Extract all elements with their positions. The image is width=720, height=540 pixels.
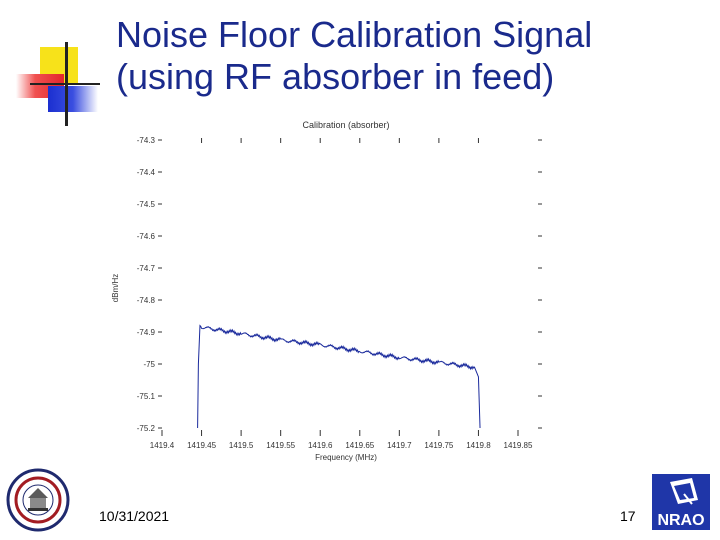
y-tick-label-2: -74.5 bbox=[137, 200, 156, 209]
y-tick-label-6: -74.9 bbox=[137, 328, 156, 337]
x-tick-label-0: 1419.4 bbox=[150, 441, 175, 450]
x-tick-label-3: 1419.55 bbox=[266, 441, 295, 450]
university-seal-icon bbox=[6, 468, 70, 532]
x-tick-label-6: 1419.7 bbox=[387, 441, 412, 450]
y-tick-label-0: -74.3 bbox=[137, 136, 156, 145]
x-axis-label: Frequency (MHz) bbox=[315, 453, 377, 462]
nrao-logo-icon: NRAO bbox=[652, 474, 710, 530]
x-tick-label-5: 1419.65 bbox=[345, 441, 374, 450]
x-tick-label-9: 1419.85 bbox=[504, 441, 533, 450]
chart-title: Calibration (absorber) bbox=[302, 120, 389, 130]
decorative-blue-bar bbox=[48, 86, 98, 112]
x-tick-label-1: 1419.45 bbox=[187, 441, 216, 450]
x-tick-label-4: 1419.6 bbox=[308, 441, 333, 450]
y-tick-label-5: -74.8 bbox=[137, 296, 156, 305]
y-tick-label-1: -74.4 bbox=[137, 168, 156, 177]
y-tick-label-9: -75.2 bbox=[137, 424, 156, 433]
slide-title-line-2: (using RF absorber in feed) bbox=[116, 56, 555, 97]
x-tick-label-8: 1419.8 bbox=[466, 441, 491, 450]
slide-title-line-1: Noise Floor Calibration Signal bbox=[116, 14, 593, 55]
slide-title: Noise Floor Calibration Signal (using RF… bbox=[116, 14, 636, 98]
slide-date: 10/31/2021 bbox=[99, 508, 170, 524]
y-axis-label: dBm/Hz bbox=[111, 274, 120, 302]
data-series-line-0 bbox=[197, 324, 481, 429]
x-tick-label-7: 1419.75 bbox=[424, 441, 453, 450]
y-tick-label-7: -75 bbox=[143, 360, 155, 369]
y-tick-label-4: -74.7 bbox=[137, 264, 156, 273]
x-tick-label-2: 1419.5 bbox=[229, 441, 254, 450]
y-tick-label-8: -75.1 bbox=[137, 392, 156, 401]
nrao-logo-text: NRAO bbox=[657, 512, 704, 529]
calibration-chart: Calibration (absorber) dBm/Hz Frequency … bbox=[111, 120, 542, 462]
slide-page-number: 17 bbox=[620, 508, 636, 524]
chart-marks: -74.3 -74.4 -74.5 -74.6 -74.7 -74.8 -74.9 -75 -7… bbox=[137, 136, 542, 450]
y-tick-label-3: -74.6 bbox=[137, 232, 156, 241]
decorative-horizontal-line bbox=[30, 83, 100, 85]
